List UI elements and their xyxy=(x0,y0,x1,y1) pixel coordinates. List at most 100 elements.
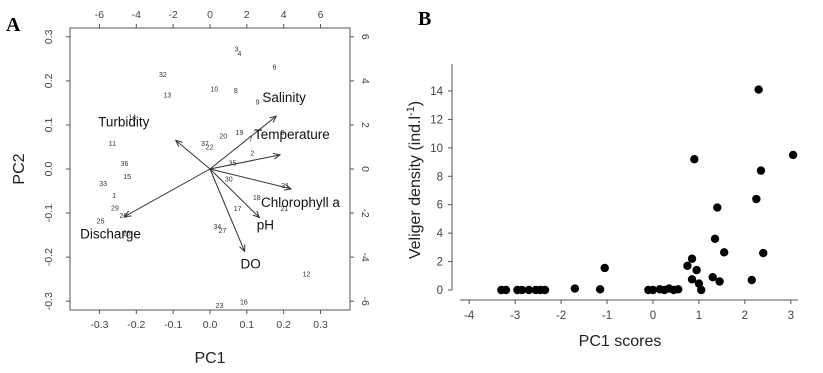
panel-b-point-21 xyxy=(687,275,697,284)
panel-b-y-axis-label-end: ) xyxy=(407,101,424,106)
panel-b-point-5 xyxy=(524,285,534,295)
panel-b-point-4 xyxy=(517,285,527,295)
panel-a-top-tick-label: 2 xyxy=(244,9,250,21)
panel-a-x-tick-label: -0.3 xyxy=(90,319,108,331)
panel-a-variable-label-salinity: Salinity xyxy=(262,90,306,105)
panel-a-vector-chlorophyll-a xyxy=(209,168,292,190)
panel-a-observation-22: 22 xyxy=(206,144,214,151)
panel-a-observation-30: 30 xyxy=(225,177,233,184)
panel-a-x-tick-label: 0.1 xyxy=(240,319,255,331)
panel-a-right-tick-label: -4 xyxy=(359,252,371,261)
panel-a-observation-36: 36 xyxy=(121,161,129,168)
panel-b-y-tick-label: 6 xyxy=(437,200,443,212)
panel-a-observation-28: 28 xyxy=(123,230,131,237)
panel-a-variable-vectors: Salinity Temperature Turbidity Chlorophyll … xyxy=(80,90,340,271)
panel-a-observation-34: 34 xyxy=(213,224,221,231)
panel-a-vector-salinity xyxy=(209,115,277,170)
panel-a-y-tick-label: -0.1 xyxy=(43,204,55,222)
panel-a-y-tick-label: -0.2 xyxy=(43,248,55,266)
panel-a-observation-12: 12 xyxy=(303,271,311,278)
panel-a-observation-3: 3 xyxy=(235,47,239,54)
panel-a-top-axis: -6 -4 -2 0 2 4 6 xyxy=(95,9,324,28)
panel-b-point-20 xyxy=(687,254,697,263)
panel-a-observation-5: 5 xyxy=(281,130,285,137)
panel-b-y-axis-label-sup: -1 xyxy=(405,106,417,116)
panel-a-observation-20: 20 xyxy=(219,133,227,140)
panel-b-point-23 xyxy=(692,265,701,275)
panel-a-vector-discharge xyxy=(124,168,211,218)
panel-b-point-36 xyxy=(788,150,798,160)
panel-b-point-2 xyxy=(501,285,511,295)
panel-a-arrowhead-discharge xyxy=(123,210,132,218)
panel-b-point-9 xyxy=(570,284,580,293)
panel-b-point-27 xyxy=(710,234,720,244)
panel-a-x-tick-label: -0.1 xyxy=(164,319,182,331)
panel-a-observation-11: 11 xyxy=(109,141,116,148)
panel-a-y-axis-label: PC2 xyxy=(11,153,28,184)
panel-a-variable-label-do: DO xyxy=(241,256,261,271)
panel-a-observation-19: 19 xyxy=(236,130,244,137)
panel-a-observation-18: 18 xyxy=(253,195,261,202)
panel-b-point-18 xyxy=(674,285,683,294)
panel-a-y-tick-label: 0.0 xyxy=(43,162,55,177)
panel-a-y-tick-label: 0.1 xyxy=(43,117,55,132)
panel-a-variable-label-ph: pH xyxy=(257,217,274,232)
panel-b-point-26 xyxy=(708,273,717,282)
panel-a-right-tick-label: 2 xyxy=(359,122,371,128)
panel-a-observation-32: 32 xyxy=(159,72,167,79)
panel-b-point-8 xyxy=(540,285,550,295)
panel-b-letter: B xyxy=(418,8,431,30)
panel-b-x-tick-label: -3 xyxy=(510,310,520,322)
panel-a-variable-label-turbidity: Turbidity xyxy=(98,114,150,129)
panel-b-point-28 xyxy=(713,203,722,212)
panel-a-x-tick-label: 0.0 xyxy=(203,319,218,331)
panel-a-observation-26: 26 xyxy=(120,213,128,220)
panel-b-y-tick-label: 2 xyxy=(437,257,443,269)
panel-a-observation-4: 4 xyxy=(238,51,242,58)
panel-a-vector-do xyxy=(209,168,246,252)
panel-a-observation-31: 31 xyxy=(281,183,289,190)
panel-b-x-tick-label: -1 xyxy=(602,310,612,322)
panel-a-observation-23: 23 xyxy=(216,303,224,310)
panel-b-y-tick-label: 10 xyxy=(430,143,443,155)
panel-a-top-tick-label: -6 xyxy=(95,9,104,21)
panel-a-y-tick-label: -0.3 xyxy=(43,292,55,310)
panel-a-observation-8: 8 xyxy=(234,88,238,95)
panel-a-x-axis-label: PC1 xyxy=(194,350,225,367)
panel-a-observation-7: 7 xyxy=(249,137,253,144)
panel-a-top-tick-label: 0 xyxy=(207,9,213,21)
panel-b-point-30 xyxy=(719,248,729,257)
panel-a-variable-label-temperature: Temperature xyxy=(254,127,330,142)
panel-a-observation-6: 6 xyxy=(273,64,277,71)
panel-a-vector-ph xyxy=(209,168,260,218)
panel-b-x-tick-label: 2 xyxy=(742,310,748,322)
panel-b-point-19 xyxy=(683,261,692,271)
panel-a-x-tick-label: 0.3 xyxy=(313,319,328,331)
panel-b-point-31 xyxy=(747,275,756,285)
panel-a-right-tick-label: -6 xyxy=(359,297,371,306)
panel-b-x-tick-label: 3 xyxy=(788,310,794,322)
panel-b-x-axis-label: PC1 scores xyxy=(579,333,662,350)
panel-a-arrowhead-do xyxy=(239,244,246,253)
panel-a-y-tick-label: 0.2 xyxy=(43,73,55,88)
panel-b-point-22 xyxy=(690,155,699,164)
panel-a-observation-27: 27 xyxy=(219,228,227,235)
panel-a-observation-9: 9 xyxy=(256,100,260,107)
panel-a-right-tick-label: 0 xyxy=(359,166,371,172)
panel-a-observation-15: 15 xyxy=(123,174,131,181)
panel-a-observation-1: 1 xyxy=(112,193,116,200)
panel-a-observation-21: 21 xyxy=(281,206,289,213)
panel-b-point-25 xyxy=(697,285,706,295)
panel-b-x-tick-label: 1 xyxy=(696,310,702,322)
panel-a-left-axis: -0.3 -0.2 -0.1 0.0 0.1 0.2 0.3 xyxy=(43,29,70,310)
panel-a-variable-label-discharge: Discharge xyxy=(80,227,141,242)
panel-a-top-tick-label: -2 xyxy=(168,9,177,21)
panel-b-y-axis-label: Veliger density (ind.l-1) xyxy=(405,101,424,259)
panel-a-observation-2: 2 xyxy=(250,151,254,158)
panel-b-point-32 xyxy=(752,194,761,204)
panel-a-arrowhead-temperature xyxy=(273,152,282,160)
panel-b-point-33 xyxy=(754,85,763,94)
panel-b-points xyxy=(497,85,798,295)
